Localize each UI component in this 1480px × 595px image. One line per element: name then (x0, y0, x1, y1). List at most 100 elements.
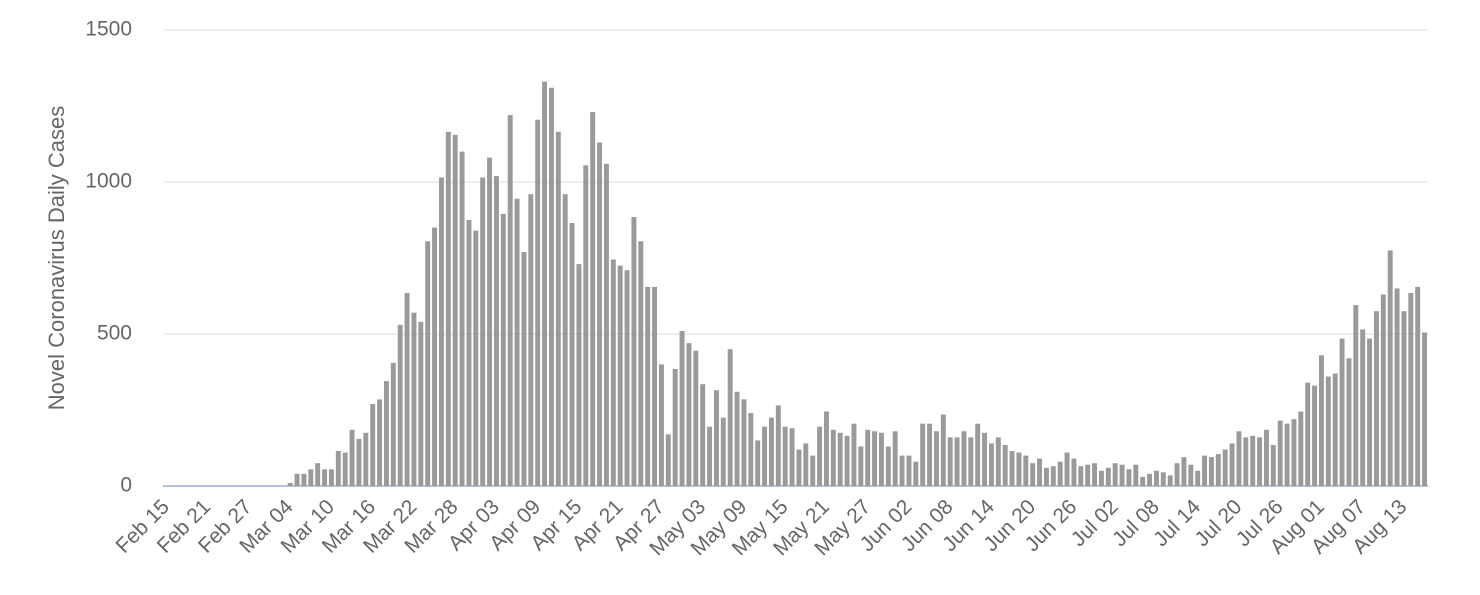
bar (1016, 452, 1022, 486)
bar (1050, 466, 1056, 486)
bar (1270, 444, 1276, 486)
bar (1030, 463, 1036, 486)
bar (576, 264, 582, 486)
bar (1002, 444, 1008, 486)
bar (720, 417, 726, 486)
bar (1181, 457, 1187, 486)
bar (1105, 467, 1111, 486)
bar (858, 446, 864, 486)
y-tick-label: 0 (120, 474, 132, 497)
bar (1174, 463, 1180, 486)
bar (1112, 463, 1118, 486)
bar (727, 349, 733, 486)
bar (865, 429, 871, 486)
bar (768, 417, 774, 486)
bar (1167, 475, 1173, 486)
bar (665, 434, 671, 486)
bar (1263, 429, 1269, 486)
bar (1415, 286, 1421, 486)
bar (803, 443, 809, 486)
bar (1353, 305, 1359, 486)
bar (507, 115, 513, 487)
bar (1085, 464, 1091, 486)
bar (1291, 419, 1297, 486)
bar (796, 449, 802, 486)
bar (1147, 473, 1153, 486)
bar (1057, 461, 1063, 486)
bar (734, 391, 740, 486)
bar (411, 312, 417, 486)
bar (473, 230, 479, 486)
bar (1126, 469, 1132, 486)
bar (851, 423, 857, 486)
bar (597, 142, 603, 487)
bar (782, 426, 788, 486)
bar (1380, 294, 1386, 486)
x-tick-label: Jul 02 (1067, 495, 1123, 551)
bar (1401, 311, 1407, 486)
bar (823, 411, 829, 486)
bar (452, 134, 458, 486)
bar (590, 112, 596, 486)
bar (1037, 458, 1043, 486)
bar (1318, 355, 1324, 486)
bar (363, 432, 369, 486)
bar (1360, 329, 1366, 486)
bar (569, 223, 575, 487)
bar (1298, 411, 1304, 486)
bar (383, 381, 389, 486)
bar (1339, 338, 1345, 486)
bar (1332, 373, 1338, 486)
bar (548, 87, 554, 486)
y-axis-label: Novel Coronavirus Daily Cases (44, 106, 69, 410)
bar (397, 324, 403, 486)
bar (315, 463, 321, 486)
bar (830, 429, 836, 486)
bar (1092, 463, 1098, 486)
bar (844, 435, 850, 486)
bar (425, 241, 431, 486)
bar (679, 330, 685, 486)
x-tick-label: Jul 20 (1191, 495, 1247, 551)
bar (1284, 423, 1290, 486)
bar (817, 426, 823, 486)
bar (335, 451, 341, 486)
bar (1202, 455, 1208, 486)
bar (294, 473, 300, 486)
bar (988, 443, 994, 486)
y-tick-label: 500 (97, 322, 132, 345)
bar (1140, 476, 1146, 486)
bar (1373, 311, 1379, 486)
bar (954, 437, 960, 486)
bar (906, 455, 912, 486)
bar (885, 446, 891, 486)
bar (700, 384, 706, 486)
bar (1215, 454, 1221, 486)
bar (982, 432, 988, 486)
bar (603, 163, 609, 486)
bar (1009, 451, 1015, 486)
bar (1222, 449, 1228, 486)
bar (1325, 376, 1331, 486)
bar (631, 216, 637, 486)
bar (356, 438, 362, 486)
bar (1188, 464, 1194, 486)
bar (1119, 464, 1125, 486)
bar (748, 413, 754, 486)
bar (342, 452, 348, 486)
bar (755, 440, 761, 486)
bar (583, 165, 589, 486)
x-tick-label: Jul 14 (1149, 495, 1205, 551)
bar (789, 428, 795, 486)
bar (810, 455, 816, 486)
bar (328, 469, 334, 486)
bar (487, 157, 493, 486)
bar (404, 292, 410, 486)
bar (1153, 470, 1159, 486)
bar (1312, 385, 1318, 486)
bar (438, 177, 444, 486)
bar (693, 350, 699, 486)
bar (1236, 431, 1242, 486)
bar (445, 131, 451, 486)
